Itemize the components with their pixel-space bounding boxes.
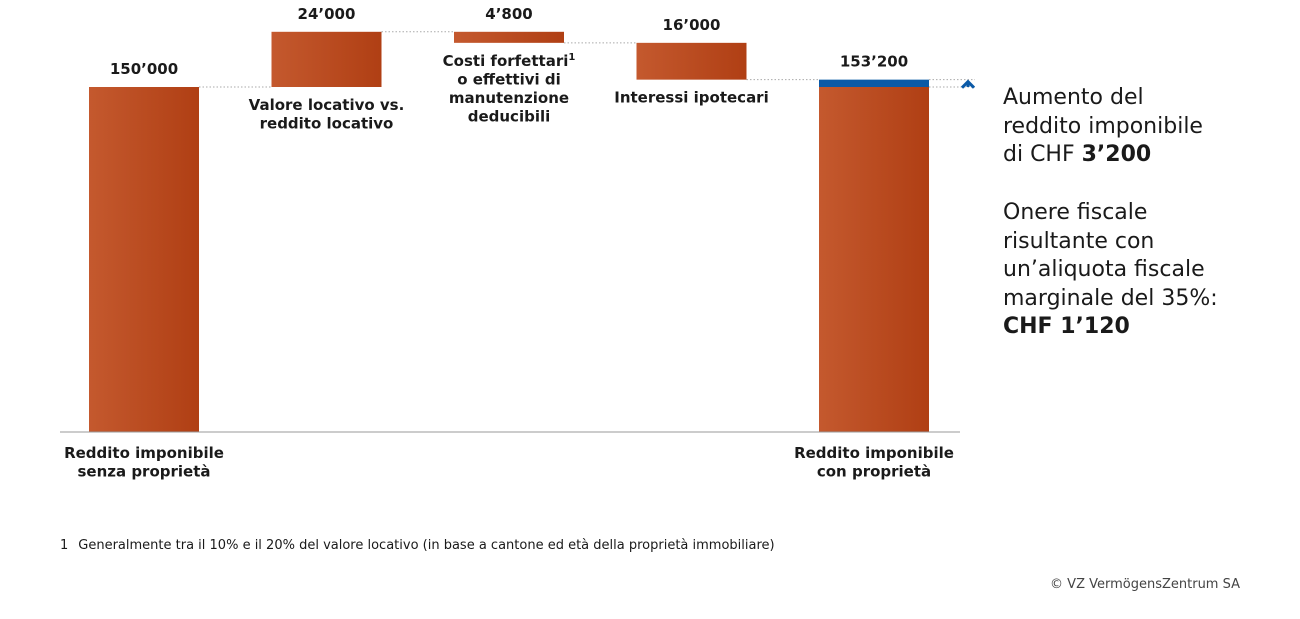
- value-label: 16’000: [663, 16, 721, 34]
- value-label: 153’200: [840, 53, 908, 71]
- tax-summary-line: Onere fiscale: [1003, 200, 1148, 225]
- increase-segment: [819, 79, 929, 87]
- category-label: deducibili: [468, 107, 551, 125]
- copyright-notice: © VZ VermögensZentrum SA: [1050, 577, 1240, 592]
- increase-summary: Aumento del reddito imponibile di CHF 3’…: [1003, 84, 1203, 170]
- category-label: con proprietà: [817, 463, 931, 481]
- tax-summary-line: un’aliquota fiscale: [1003, 257, 1205, 282]
- category-label: manutenzione: [449, 89, 569, 107]
- category-label: senza proprietà: [77, 463, 210, 481]
- footnote-marker: 1: [568, 52, 575, 63]
- category-label: Reddito imponibile: [64, 444, 224, 462]
- footnote: 1 Generalmente tra il 10% e il 20% del va…: [60, 538, 775, 553]
- tax-summary-line: risultante con: [1003, 228, 1155, 254]
- footnote-text: Generalmente tra il 10% e il 20% del val…: [78, 538, 775, 553]
- tax-summary-line: marginale del 35%:: [1003, 285, 1218, 311]
- category-label: reddito locativo: [260, 115, 394, 133]
- bar: [636, 42, 747, 80]
- increase-amount: 3’200: [1081, 142, 1152, 167]
- increase-prefix: di CHF: [1003, 142, 1082, 167]
- increase-summary-line: di CHF 3’200: [1003, 141, 1203, 170]
- value-label: 24’000: [298, 5, 356, 23]
- bar: [89, 87, 199, 432]
- increase-summary-line: reddito imponibile: [1003, 113, 1203, 139]
- category-label: Valore locativo vs.: [249, 96, 405, 114]
- category-label: o effettivi di: [457, 70, 561, 88]
- category-label: Interessi ipotecari: [614, 89, 768, 107]
- tax-burden-summary: Onere fiscale risultante con un’aliquota…: [1003, 199, 1218, 342]
- tax-summary-line: CHF 1’120: [1003, 313, 1218, 342]
- value-label: 150’000: [110, 60, 178, 78]
- value-label: 4’800: [485, 5, 532, 23]
- bar: [271, 31, 382, 87]
- bar: [454, 31, 564, 43]
- waterfall-chart: 150’000 24’000 4’800 16’000 153’200 Reddito …: [60, 5, 976, 481]
- footnote-number: 1: [60, 538, 69, 553]
- bar: [819, 87, 929, 432]
- category-label: Costi forfettari1: [443, 52, 576, 70]
- increase-summary-line: Aumento del: [1003, 85, 1144, 110]
- tax-amount: CHF 1’120: [1003, 314, 1130, 339]
- increase-arrow-icon: [960, 79, 976, 89]
- category-label: Reddito imponibile: [794, 444, 954, 462]
